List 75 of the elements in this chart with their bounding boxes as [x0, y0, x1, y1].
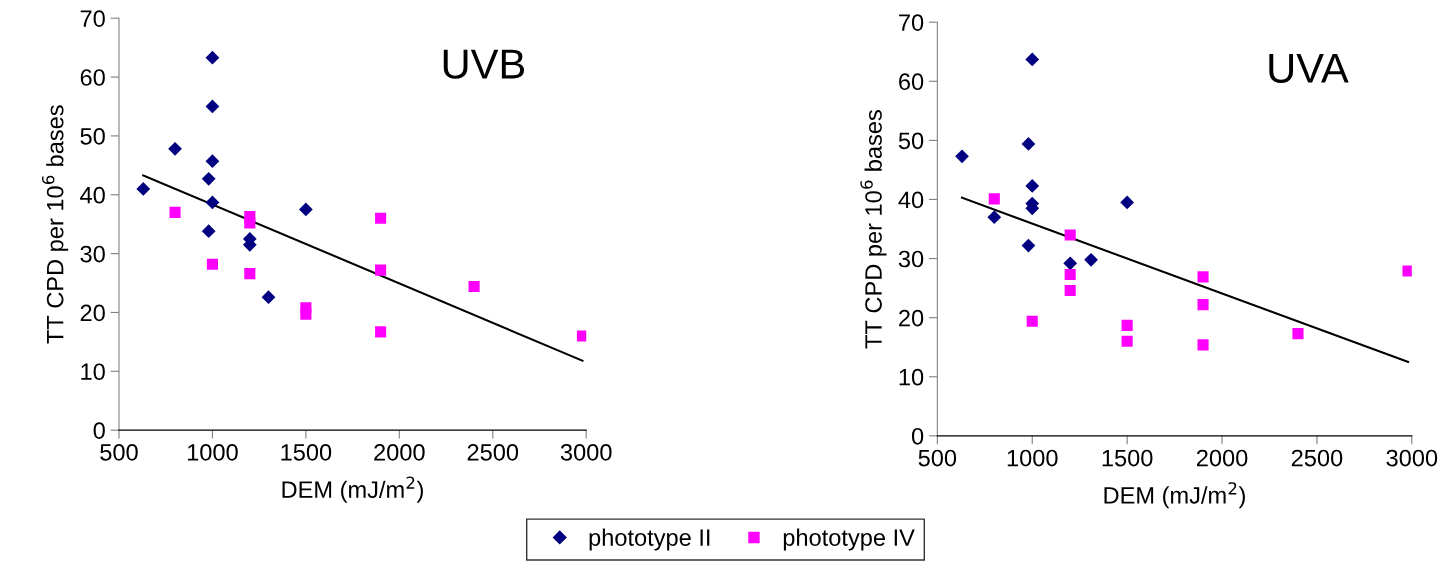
y-tick-label: 20 [899, 309, 924, 327]
point [1063, 256, 1078, 271]
point [261, 290, 276, 305]
point [1197, 339, 1209, 351]
y-tick-label: 0 [911, 427, 924, 445]
point [1292, 328, 1304, 340]
point [468, 281, 480, 293]
point [1197, 299, 1209, 311]
point [205, 195, 220, 210]
point [1121, 335, 1133, 347]
point [169, 206, 181, 218]
x-tick-label: 3000 [560, 443, 612, 461]
point [300, 308, 312, 320]
point [205, 154, 220, 169]
y-tick-label: 10 [899, 368, 924, 386]
x-tick-label: 3000 [1386, 449, 1438, 467]
point [244, 217, 256, 229]
point [1064, 284, 1076, 297]
point [955, 149, 969, 164]
x-axis-title: DEM (mJ/m$^{2}$) [1104, 482, 1245, 509]
text: UVB [443, 49, 525, 79]
point [1064, 229, 1076, 241]
y-tick-label: 60 [899, 73, 924, 91]
y-tick-label: 70 [899, 14, 924, 31]
point [1084, 252, 1098, 267]
x-tick-label: 500 [100, 443, 138, 461]
y-tick-label: 50 [898, 132, 924, 150]
x-tick-label: 1000 [1007, 449, 1058, 467]
point [136, 182, 151, 196]
x-tick-label: 500 [918, 449, 957, 467]
point [299, 202, 313, 217]
text: UVA [1269, 53, 1349, 84]
point [375, 212, 387, 224]
point [1025, 52, 1040, 67]
y-tick-label: 30 [80, 245, 105, 263]
point [375, 326, 387, 338]
y-tick-label: 10 [81, 363, 105, 381]
point [987, 210, 1002, 225]
y-tick-label: 20 [80, 304, 105, 322]
legend-label: phototype IV [783, 528, 915, 551]
point [205, 50, 220, 65]
point [206, 258, 218, 270]
point [1197, 271, 1209, 283]
x-tick-label: 2000 [374, 443, 425, 461]
y-tick-label: 60 [80, 69, 105, 86]
x-tick-label: 2500 [467, 443, 519, 461]
point [168, 141, 182, 156]
x-tick-label: 2500 [1291, 449, 1343, 467]
point [375, 264, 387, 276]
point [988, 193, 1000, 205]
y-tick-label: 30 [898, 250, 924, 268]
x-tick-label: 1500 [281, 443, 332, 461]
point [1120, 195, 1135, 210]
x-tick-label: 1500 [1102, 449, 1153, 467]
y-axis-title: TT CPD per 10$^{6}$ bases [860, 110, 887, 349]
point [1402, 265, 1412, 277]
point [1064, 268, 1076, 281]
y-axis-title: TT CPD per 10$^{6}$ bases [41, 105, 69, 344]
point [1026, 315, 1038, 327]
y-tick-label: 70 [80, 10, 105, 27]
x-axis-title: DEM (mJ/m$^{2}$) [282, 476, 423, 503]
x-tick-label: 2000 [1196, 449, 1248, 467]
legend-label: phototype II [589, 528, 710, 551]
y-tick-label: 0 [93, 422, 105, 439]
point [1121, 319, 1133, 331]
y-tick-label: 40 [80, 186, 105, 204]
point [244, 268, 256, 280]
point [1025, 179, 1040, 193]
point [201, 172, 216, 186]
y-tick-label: 40 [898, 191, 924, 209]
point [576, 330, 587, 342]
point [1021, 137, 1036, 151]
point [201, 224, 216, 239]
y-tick-label: 50 [80, 127, 105, 145]
x-tick-label: 1000 [187, 443, 238, 461]
